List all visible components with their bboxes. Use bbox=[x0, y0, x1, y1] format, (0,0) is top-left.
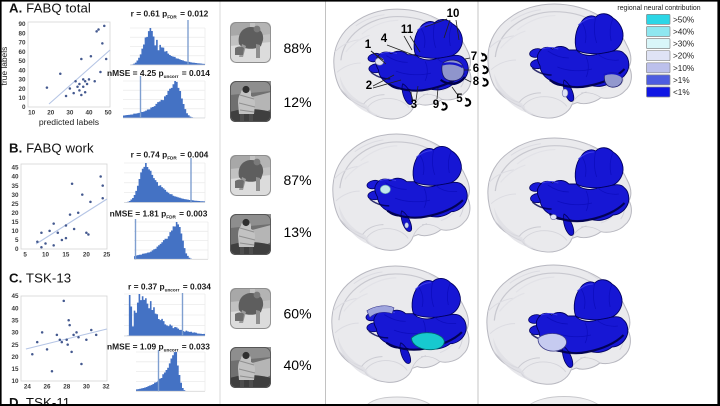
svg-text:true labels: true labels bbox=[0, 47, 9, 86]
svg-text:7: 7 bbox=[471, 51, 477, 63]
svg-text:10: 10 bbox=[11, 228, 19, 235]
svg-text:30: 30 bbox=[83, 384, 91, 391]
svg-text:0: 0 bbox=[22, 104, 26, 111]
svg-text:5: 5 bbox=[456, 93, 463, 105]
svg-text:8: 8 bbox=[473, 76, 480, 88]
svg-text:>10%: >10% bbox=[673, 64, 694, 73]
svg-text:nMSE = 1.81 pFDR = 0.003: nMSE = 1.81 pFDR = 0.003 bbox=[110, 209, 208, 220]
svg-text:13%: 13% bbox=[284, 224, 312, 240]
svg-text:15: 15 bbox=[11, 219, 19, 226]
svg-text:25: 25 bbox=[103, 252, 111, 259]
svg-text:70: 70 bbox=[18, 40, 26, 47]
svg-text:A. FABQ total: A. FABQ total bbox=[9, 0, 91, 15]
svg-text:45: 45 bbox=[11, 165, 19, 172]
svg-text:15: 15 bbox=[11, 366, 19, 373]
svg-text:nMSE = 1.09 puncorr = 0.033: nMSE = 1.09 puncorr = 0.033 bbox=[107, 342, 210, 353]
svg-text:2: 2 bbox=[366, 80, 372, 92]
svg-text:28: 28 bbox=[63, 384, 71, 391]
svg-text:87%: 87% bbox=[284, 172, 312, 188]
svg-text:<1%: <1% bbox=[673, 88, 690, 97]
svg-text:>30%: >30% bbox=[673, 40, 694, 49]
svg-text:>40%: >40% bbox=[673, 28, 694, 37]
svg-text:20: 20 bbox=[47, 110, 55, 117]
svg-text:10: 10 bbox=[447, 8, 460, 20]
svg-text:4: 4 bbox=[381, 33, 388, 45]
svg-text:25: 25 bbox=[11, 342, 19, 349]
svg-text:40: 40 bbox=[11, 174, 19, 181]
svg-text:B. FABQ work: B. FABQ work bbox=[9, 141, 94, 156]
svg-text:1: 1 bbox=[365, 39, 372, 51]
svg-text:11: 11 bbox=[401, 24, 414, 36]
svg-text:20: 20 bbox=[11, 354, 19, 361]
svg-text:3: 3 bbox=[411, 99, 417, 111]
svg-text:30: 30 bbox=[66, 110, 74, 117]
svg-text:r = 0.61 pFDR = 0.012: r = 0.61 pFDR = 0.012 bbox=[131, 9, 209, 20]
svg-text:20: 20 bbox=[11, 210, 19, 217]
svg-text:predicted labels: predicted labels bbox=[39, 117, 99, 127]
svg-text:>20%: >20% bbox=[673, 52, 694, 61]
svg-text:6: 6 bbox=[473, 63, 479, 75]
svg-text:9: 9 bbox=[433, 99, 439, 111]
svg-text:10: 10 bbox=[11, 378, 19, 385]
svg-text:r = 0.37 puncorr = 0.034: r = 0.37 puncorr = 0.034 bbox=[128, 282, 211, 293]
svg-text:10: 10 bbox=[42, 252, 50, 259]
svg-text:30: 30 bbox=[11, 330, 19, 337]
svg-text:35: 35 bbox=[11, 318, 19, 325]
svg-text:10: 10 bbox=[28, 110, 36, 117]
svg-text:5: 5 bbox=[15, 237, 19, 244]
svg-text:30: 30 bbox=[11, 192, 19, 199]
svg-text:20: 20 bbox=[83, 252, 91, 259]
svg-text:10: 10 bbox=[18, 95, 26, 102]
svg-text:88%: 88% bbox=[284, 40, 312, 56]
svg-text:40: 40 bbox=[18, 67, 26, 74]
svg-text:60%: 60% bbox=[284, 306, 312, 322]
svg-text:24: 24 bbox=[24, 384, 32, 391]
svg-text:nMSE = 4.25 puncorr = 0.014: nMSE = 4.25 puncorr = 0.014 bbox=[107, 68, 210, 79]
svg-text:25: 25 bbox=[11, 201, 19, 208]
svg-text:60: 60 bbox=[18, 49, 26, 56]
svg-text:12%: 12% bbox=[284, 94, 312, 110]
svg-text:45: 45 bbox=[11, 293, 19, 300]
svg-text:>1%: >1% bbox=[673, 76, 690, 85]
svg-text:32: 32 bbox=[102, 384, 110, 391]
svg-text:5: 5 bbox=[23, 252, 27, 259]
svg-text:90: 90 bbox=[18, 21, 26, 28]
svg-text:C. TSK-13: C. TSK-13 bbox=[9, 271, 71, 286]
svg-text:r = 0.74 pFDR = 0.004: r = 0.74 pFDR = 0.004 bbox=[131, 150, 209, 161]
svg-text:50: 50 bbox=[18, 58, 26, 65]
svg-text:20: 20 bbox=[18, 86, 26, 93]
svg-text:30: 30 bbox=[18, 77, 26, 84]
svg-text:50: 50 bbox=[105, 110, 113, 117]
svg-text:D. TSK-11: D. TSK-11 bbox=[9, 395, 70, 406]
svg-text:40%: 40% bbox=[284, 357, 312, 373]
svg-text:40: 40 bbox=[11, 305, 19, 312]
svg-text:40: 40 bbox=[85, 110, 93, 117]
svg-text:0: 0 bbox=[15, 246, 19, 253]
svg-text:80: 80 bbox=[18, 30, 26, 37]
svg-text:regional neural contribution: regional neural contribution bbox=[617, 5, 700, 12]
svg-text:15: 15 bbox=[62, 252, 70, 259]
svg-text:26: 26 bbox=[43, 384, 51, 391]
svg-text:>50%: >50% bbox=[673, 15, 694, 24]
svg-text:35: 35 bbox=[11, 183, 19, 190]
